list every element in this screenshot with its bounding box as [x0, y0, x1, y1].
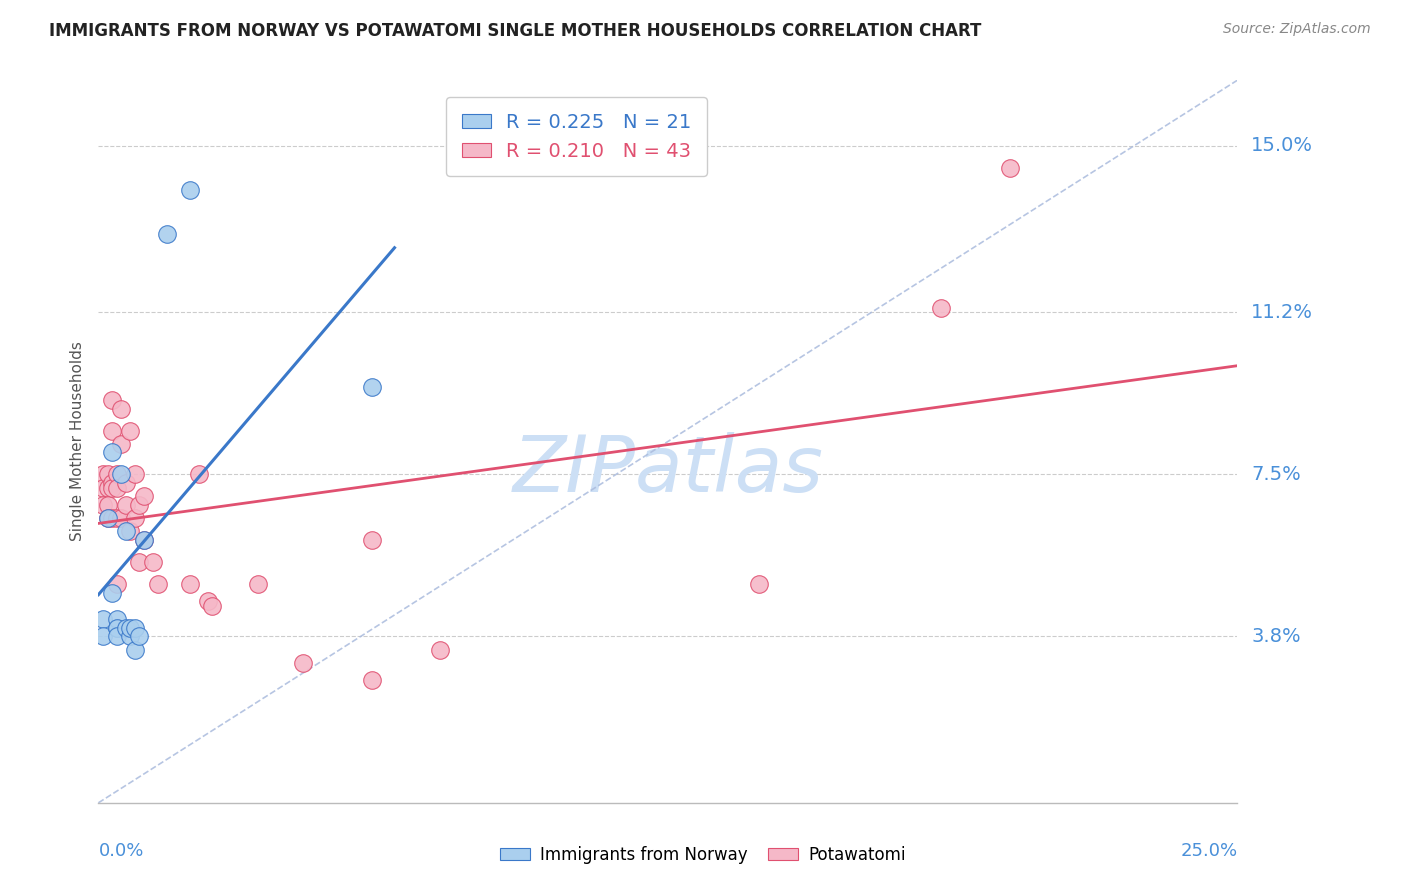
Point: [96, 467, 118, 482]
Point: [124, 467, 146, 482]
Legend: Immigrants from Norway, Potawatomi: Immigrants from Norway, Potawatomi: [494, 839, 912, 871]
Text: ZIPatlas: ZIPatlas: [512, 433, 824, 508]
Point: [292, 656, 315, 670]
Point: [114, 621, 136, 635]
Text: 25.0%: 25.0%: [1180, 842, 1237, 860]
Point: [105, 621, 128, 635]
Point: [187, 467, 209, 482]
Point: [105, 511, 128, 525]
Point: [429, 642, 451, 657]
Text: 15.0%: 15.0%: [1251, 136, 1313, 155]
Point: [110, 401, 132, 416]
Point: [197, 594, 219, 608]
Point: [110, 511, 132, 525]
Point: [105, 621, 128, 635]
Point: [360, 533, 382, 547]
Point: [101, 424, 124, 438]
Point: [748, 577, 770, 591]
Point: [156, 227, 179, 241]
Point: [120, 621, 142, 635]
Text: Source: ZipAtlas.com: Source: ZipAtlas.com: [1223, 22, 1371, 37]
Point: [128, 555, 150, 569]
Point: [360, 380, 382, 394]
Text: IMMIGRANTS FROM NORWAY VS POTAWATOMI SINGLE MOTHER HOUSEHOLDS CORRELATION CHART: IMMIGRANTS FROM NORWAY VS POTAWATOMI SIN…: [49, 22, 981, 40]
Point: [179, 577, 201, 591]
Y-axis label: Single Mother Households: Single Mother Households: [69, 342, 84, 541]
Point: [101, 511, 124, 525]
Point: [132, 533, 155, 547]
Point: [929, 301, 952, 315]
Point: [105, 481, 128, 495]
Point: [128, 629, 150, 643]
Point: [998, 161, 1021, 175]
Point: [96, 481, 118, 495]
Point: [128, 498, 150, 512]
Point: [110, 436, 132, 450]
Point: [114, 476, 136, 491]
Point: [101, 585, 124, 599]
Point: [101, 476, 124, 491]
Point: [124, 511, 146, 525]
Point: [120, 524, 142, 539]
Point: [101, 392, 124, 407]
Legend: R = 0.225   N = 21, R = 0.210   N = 43: R = 0.225 N = 21, R = 0.210 N = 43: [446, 97, 707, 176]
Point: [91, 481, 114, 495]
Point: [101, 445, 124, 459]
Point: [201, 599, 224, 613]
Point: [101, 481, 124, 495]
Point: [120, 424, 142, 438]
Text: 11.2%: 11.2%: [1251, 303, 1313, 322]
Text: 7.5%: 7.5%: [1251, 465, 1301, 483]
Point: [120, 629, 142, 643]
Point: [91, 498, 114, 512]
Point: [179, 183, 201, 197]
Point: [105, 467, 128, 482]
Point: [96, 511, 118, 525]
Point: [146, 577, 169, 591]
Point: [124, 642, 146, 657]
Point: [246, 577, 269, 591]
Text: 3.8%: 3.8%: [1251, 627, 1301, 646]
Text: 0.0%: 0.0%: [98, 842, 143, 860]
Point: [124, 621, 146, 635]
Point: [114, 498, 136, 512]
Point: [142, 555, 165, 569]
Point: [105, 577, 128, 591]
Point: [132, 533, 155, 547]
Point: [110, 467, 132, 482]
Point: [91, 467, 114, 482]
Point: [105, 629, 128, 643]
Point: [132, 489, 155, 503]
Point: [91, 629, 114, 643]
Point: [96, 498, 118, 512]
Point: [91, 612, 114, 626]
Point: [105, 612, 128, 626]
Point: [114, 524, 136, 539]
Point: [96, 511, 118, 525]
Point: [360, 673, 382, 688]
